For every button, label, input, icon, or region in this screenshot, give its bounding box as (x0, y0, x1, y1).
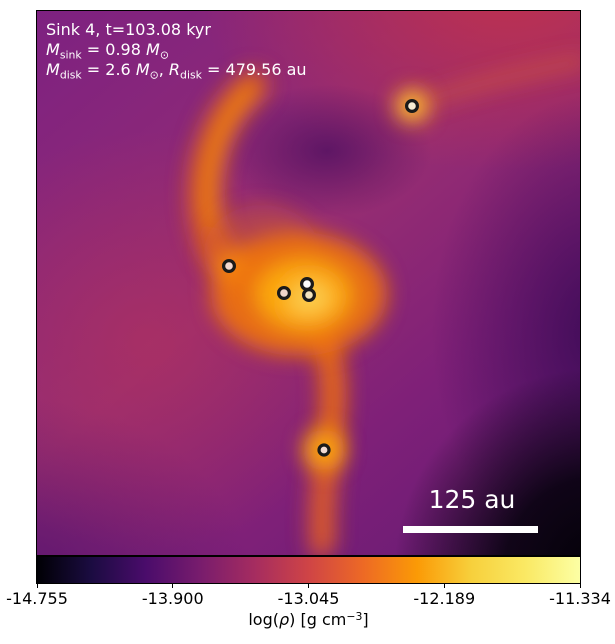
density-structures (187, 54, 580, 555)
annotation-disk-mass-radius: Mdisk = 2.6 M⊙, Rdisk = 479.56 au (46, 60, 307, 82)
sink-particle (317, 443, 331, 457)
colorbar-label: log(ρ) [g cm−3] (248, 610, 369, 629)
colorbar-tick-mark (443, 583, 445, 588)
central-disk-glow (204, 89, 429, 471)
annotation-block: Sink 4, t=103.08 kyr Msink = 0.98 M⊙ Mdi… (46, 20, 307, 80)
sink-particle (302, 288, 317, 303)
sink-particle (277, 286, 292, 301)
annotation-sink-mass: Msink = 0.98 M⊙ (46, 40, 169, 62)
colorbar-tick-mark (579, 583, 581, 588)
colorbar-tick-label: -14.755 (6, 589, 68, 608)
scale-bar-label: 125 au (428, 485, 516, 514)
colorbar-tick-label: -12.189 (413, 589, 476, 608)
sink-particle (300, 277, 315, 292)
density-map: Sink 4, t=103.08 kyr Msink = 0.98 M⊙ Mdi… (36, 10, 581, 556)
colorbar-tick-label: -13.900 (141, 589, 204, 608)
colorbar (36, 556, 581, 584)
colorbar-tick-mark (36, 583, 38, 588)
scale-bar (403, 526, 538, 533)
colorbar-tick-area: -14.755 -13.900 -13.045 -12.189 -11.334 (6, 583, 611, 609)
colorbar-tick-mark (308, 583, 309, 588)
annotation-title: Sink 4, t=103.08 kyr (46, 20, 211, 39)
colorbar-tick-label: -13.045 (277, 589, 340, 608)
sink-layer (222, 98, 420, 457)
colorbar-tick-mark (172, 583, 174, 588)
colorbar-tick-label: -11.334 (549, 589, 611, 608)
sink-particle (222, 259, 237, 274)
sink-particle (405, 98, 420, 113)
